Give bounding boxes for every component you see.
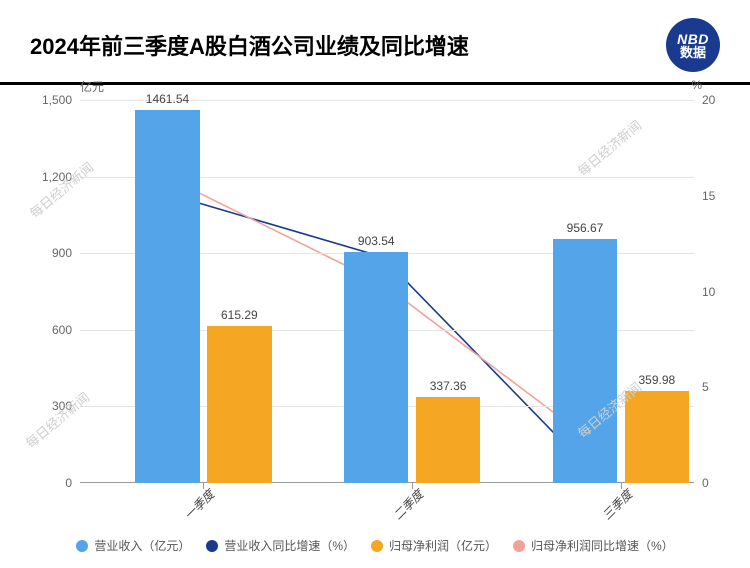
x-axis-label: 二季度 <box>390 486 427 523</box>
bar-value-label: 337.36 <box>430 379 467 397</box>
bar-value-label: 615.29 <box>221 308 258 326</box>
bar-value-label: 956.67 <box>567 221 604 239</box>
profit-bar: 615.29 <box>207 326 271 483</box>
nbd-badge: NBD 数据 <box>666 18 720 72</box>
x-axis-label: 三季度 <box>598 486 635 523</box>
x-axis-label: 一季度 <box>181 486 218 523</box>
badge-line2: 数据 <box>680 46 706 59</box>
y-tick-right: 5 <box>694 380 709 394</box>
y-axis-right-title: % <box>691 78 702 92</box>
y-tick-left: 1,500 <box>42 93 80 107</box>
legend-label: 归母净利润同比增速（%） <box>531 537 674 554</box>
legend-item: 营业收入同比增速（%） <box>206 537 355 554</box>
bar-value-label: 1461.54 <box>146 92 189 110</box>
y-tick-left: 600 <box>52 323 80 337</box>
legend-item: 归母净利润同比增速（%） <box>513 537 674 554</box>
plot-area: 03006009001,2001,500051015201461.54615.2… <box>80 100 694 483</box>
y-tick-right: 20 <box>694 93 715 107</box>
legend-swatch <box>206 540 218 552</box>
profit-bar: 337.36 <box>416 397 480 483</box>
legend-label: 归母净利润（亿元） <box>389 537 497 554</box>
y-tick-left: 900 <box>52 246 80 260</box>
legend-item: 营业收入（亿元） <box>76 537 190 554</box>
y-tick-left: 0 <box>65 476 80 490</box>
title-bar: 2024年前三季度A股白酒公司业绩及同比增速 NBD 数据 <box>0 0 750 85</box>
legend-label: 营业收入（亿元） <box>94 537 190 554</box>
legend-swatch <box>76 540 88 552</box>
y-tick-right: 10 <box>694 285 715 299</box>
legend-label: 营业收入同比增速（%） <box>224 537 355 554</box>
legend-item: 归母净利润（亿元） <box>371 537 497 554</box>
revenue-bar: 1461.54 <box>135 110 199 483</box>
y-tick-left: 1,200 <box>42 170 80 184</box>
chart-title: 2024年前三季度A股白酒公司业绩及同比增速 <box>30 29 469 61</box>
revenue-bar: 956.67 <box>553 239 617 483</box>
bar-value-label: 903.54 <box>358 234 395 252</box>
legend: 营业收入（亿元） 营业收入同比增速（%） 归母净利润（亿元） 归母净利润同比增速（%） <box>0 537 750 554</box>
revenue-bar: 903.54 <box>344 252 408 483</box>
profit-bar: 359.98 <box>625 391 689 483</box>
y-tick-right: 0 <box>694 476 709 490</box>
y-tick-right: 15 <box>694 189 715 203</box>
y-tick-left: 300 <box>52 399 80 413</box>
legend-swatch <box>513 540 525 552</box>
legend-swatch <box>371 540 383 552</box>
y-axis-left-title: 亿元 <box>80 78 104 95</box>
bar-value-label: 359.98 <box>638 373 675 391</box>
chart-container: 2024年前三季度A股白酒公司业绩及同比增速 NBD 数据 亿元 % 03006… <box>0 0 750 568</box>
badge-line1: NBD <box>677 32 709 46</box>
